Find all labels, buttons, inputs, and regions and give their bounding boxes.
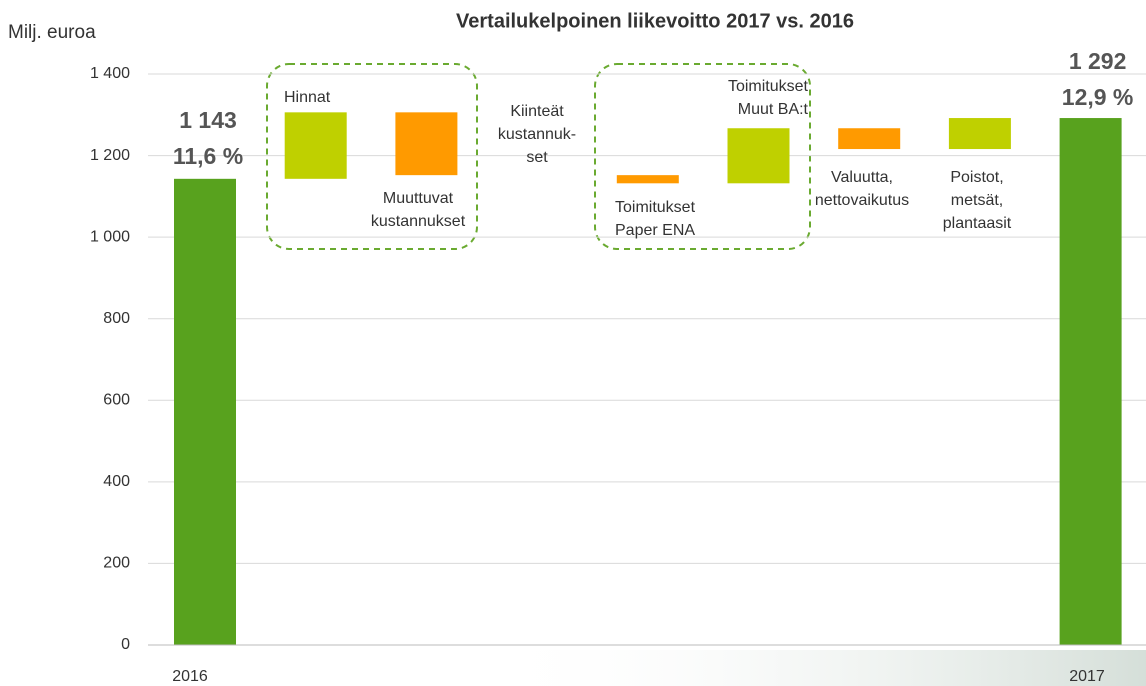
- y-tick-label: 1 000: [90, 228, 130, 245]
- y-axis-title: Milj. euroa: [8, 22, 96, 43]
- x-tick-label: 2017: [1069, 668, 1105, 685]
- group-box: [266, 63, 478, 250]
- value-label: 1 292: [1069, 48, 1127, 74]
- bar: [838, 128, 901, 150]
- x-tick-label: 2016: [172, 668, 208, 685]
- x-tick-label: Kiinteät kustannuk-set: [498, 103, 576, 166]
- background-photo: [480, 650, 1146, 686]
- value-annotation: 11,6 %: [173, 143, 243, 169]
- y-tick-label: 1 200: [90, 147, 130, 164]
- y-tick-label: 800: [103, 310, 130, 327]
- y-tick-label: 600: [103, 392, 130, 409]
- x-tick-label: Hinnat: [284, 89, 331, 106]
- bar: [1059, 118, 1122, 645]
- x-tick-label: Muuttuvat kustannukset: [371, 190, 466, 230]
- x-tick-label: Valuutta, nettovaikutus: [815, 169, 909, 209]
- bar: [395, 112, 458, 176]
- value-label: 1 143: [179, 107, 237, 133]
- value-annotation: 12,9 %: [1062, 84, 1134, 110]
- chart-title: Vertailukelpoinen liikevoitto 2017 vs. 2…: [456, 10, 854, 32]
- y-tick-label: 200: [103, 555, 130, 572]
- x-tick-label: Poistot, metsät, plantaasit: [943, 169, 1012, 232]
- bar: [284, 112, 347, 179]
- bar: [174, 178, 236, 646]
- y-tick-label: 1 400: [90, 65, 130, 82]
- x-tick-label: Toimitukset Paper ENA: [615, 199, 696, 239]
- y-tick-label: 0: [121, 636, 130, 653]
- bar: [616, 175, 679, 184]
- group-box: [594, 63, 811, 250]
- bar: [948, 118, 1011, 150]
- x-tick-label: Toimitukset Muut BA:t: [728, 78, 809, 118]
- y-tick-label: 400: [103, 473, 130, 490]
- bar: [727, 128, 790, 184]
